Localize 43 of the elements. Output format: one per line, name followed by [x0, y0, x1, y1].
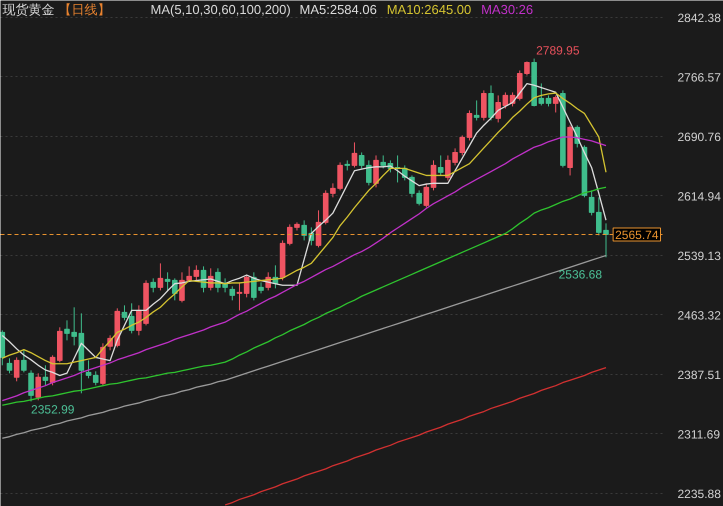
candlestick: [14, 356, 20, 382]
candlestick: [158, 262, 164, 291]
annotation: 2789.95: [536, 44, 580, 58]
candlestick: [6, 358, 12, 374]
candlestick: [344, 160, 350, 171]
candlestick: [35, 372, 42, 401]
y-tick-label: 2387.51: [678, 368, 722, 382]
y-tick-label: 2539.13: [678, 248, 722, 263]
candlestick: [481, 90, 487, 121]
candlestick: [21, 350, 27, 373]
y-tick-label: 2690.76: [678, 130, 722, 144]
annotation: 2352.99: [31, 402, 75, 416]
chart-title: 现货黄金: [2, 2, 54, 17]
candlestick: [445, 154, 451, 181]
y-tick-label: 2614.94: [678, 189, 722, 204]
candlestick: [474, 100, 480, 121]
y-tick-label: 2235.88: [678, 486, 722, 501]
line-series: [2, 186, 607, 406]
candlestick: [337, 162, 343, 191]
text: MA10:2645.00: [386, 2, 472, 17]
candlestick: [28, 370, 34, 402]
chart-subtitle: 【日线】: [58, 2, 110, 17]
text: MA30:26: [481, 2, 534, 17]
candlestick: [42, 364, 48, 386]
line-series: [224, 366, 607, 506]
candlestick: [452, 148, 458, 166]
candlestick: [488, 84, 494, 121]
candlestick: [150, 278, 156, 293]
line-series: [2, 254, 607, 439]
candlestick: [229, 286, 236, 301]
y-tick-label: 2766.57: [678, 70, 722, 84]
y-tick-label: 2842.38: [678, 10, 722, 25]
text: MA5:2584.06: [300, 2, 377, 17]
candlestick: [352, 142, 358, 168]
candlestick: [316, 210, 322, 248]
candlestick: [373, 154, 379, 188]
annotation: 2536.68: [558, 267, 602, 282]
annotation: MA(5,10,30,60,100,200): [150, 2, 291, 17]
y-tick-label: 2311.69: [678, 427, 720, 442]
candlestick: [438, 154, 444, 176]
candlestick: [552, 94, 558, 113]
ref-line-label: 2565.74: [615, 228, 659, 242]
y-tick-label: 2463.32: [678, 308, 722, 322]
